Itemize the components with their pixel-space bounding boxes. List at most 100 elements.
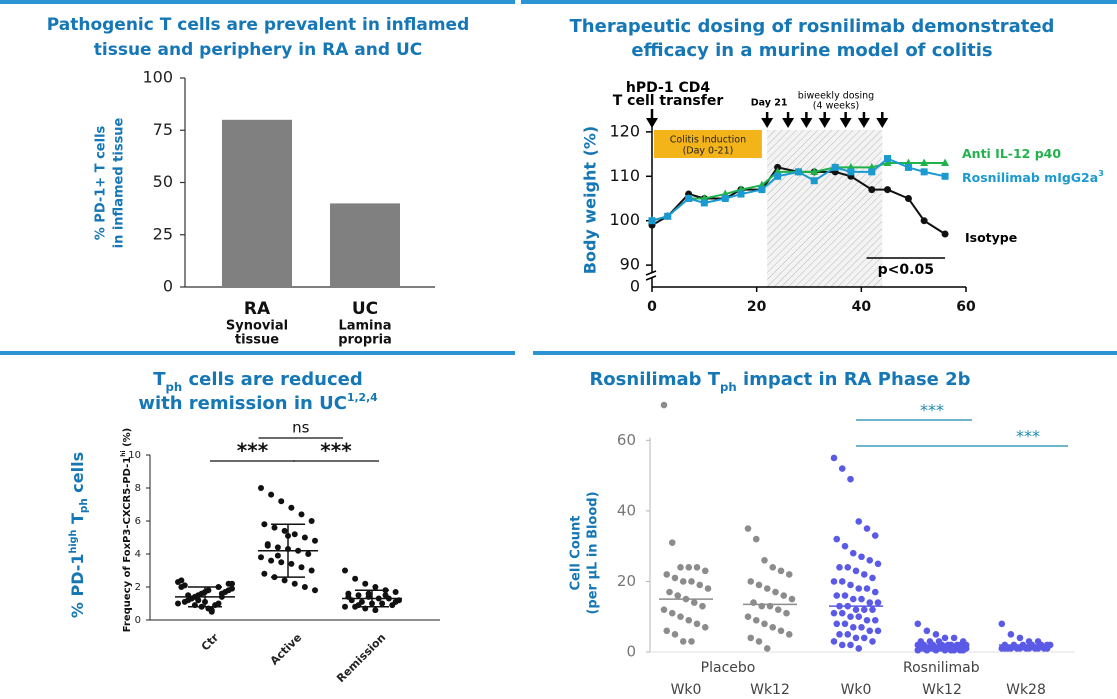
point xyxy=(923,646,931,654)
point xyxy=(836,631,843,638)
x-tick-label: Wk0 xyxy=(671,682,702,695)
point xyxy=(747,578,755,585)
point xyxy=(274,544,281,551)
point xyxy=(874,627,882,635)
x-tick-sublabel: Synovial xyxy=(226,319,288,334)
point xyxy=(849,549,857,557)
point xyxy=(920,217,928,225)
arrow xyxy=(782,112,795,128)
point xyxy=(668,609,676,617)
y-tick-label: 6 xyxy=(135,516,141,527)
point xyxy=(308,567,315,574)
point xyxy=(281,577,288,584)
point xyxy=(677,564,684,571)
text-segment: impact in RA Phase 2b xyxy=(737,369,971,390)
point xyxy=(874,599,882,606)
text-segment: cells are reduced xyxy=(182,369,363,390)
point xyxy=(699,602,706,610)
x-tick-label: Wk0 xyxy=(841,682,872,695)
dosing-label: (4 weeks) xyxy=(813,101,859,112)
point xyxy=(660,401,668,409)
point xyxy=(181,598,188,605)
point xyxy=(264,542,271,549)
y-tick-label: 2 xyxy=(135,582,141,593)
arrow-head xyxy=(818,118,831,128)
point xyxy=(941,158,950,166)
dosing-period xyxy=(767,130,883,287)
point xyxy=(847,613,854,621)
point xyxy=(342,603,348,610)
point xyxy=(868,168,876,176)
point xyxy=(904,163,912,171)
y-tick-label: 0 xyxy=(135,615,141,626)
point xyxy=(688,638,695,645)
point xyxy=(671,631,679,638)
group-label: Rosnilimab xyxy=(903,660,980,676)
y-tick-label: 25 xyxy=(153,224,173,243)
point xyxy=(777,567,785,575)
y-tick-label: 0 xyxy=(630,277,640,296)
series-name: Isotype xyxy=(965,230,1017,245)
chart-title: Rosnilimab Tph impact in RA Phase 2b xyxy=(589,369,970,394)
point xyxy=(841,592,849,599)
point xyxy=(278,498,285,505)
point xyxy=(884,155,891,163)
point xyxy=(833,592,841,599)
x-tick-label: Remission xyxy=(334,631,388,685)
text-segment: high xyxy=(68,529,79,553)
point xyxy=(701,567,709,575)
point xyxy=(312,537,318,544)
point xyxy=(871,616,879,624)
text-segment: T xyxy=(153,369,166,390)
x-tick-label: Wk28 xyxy=(1006,682,1046,695)
panel-divider xyxy=(521,0,1117,4)
x-tick-label: 40 xyxy=(852,299,872,315)
point xyxy=(838,465,846,472)
point xyxy=(830,578,838,585)
point xyxy=(904,195,912,202)
x-tick-sublabel: Lamina xyxy=(338,319,391,334)
axis-break xyxy=(645,270,657,276)
series-label: Isotype xyxy=(965,230,1017,245)
group-label: Placebo xyxy=(701,660,756,676)
point xyxy=(830,454,838,462)
point xyxy=(258,485,264,491)
arrow-head xyxy=(857,118,870,128)
point xyxy=(261,570,268,577)
point xyxy=(920,168,928,176)
point xyxy=(833,535,841,543)
x-tick-label: Active xyxy=(268,631,305,668)
point xyxy=(755,638,763,645)
x-tick-label: 0 xyxy=(647,299,657,315)
series-name: Anti IL-12 p40 xyxy=(962,146,1061,161)
point xyxy=(281,527,288,534)
point xyxy=(914,620,922,628)
y-axis-label: (per µL in Blood) xyxy=(586,491,601,614)
x-tick-label: UC xyxy=(352,299,378,319)
point xyxy=(761,620,768,628)
point xyxy=(704,585,712,592)
arrow-head xyxy=(876,118,889,128)
point xyxy=(268,491,275,498)
transfer-label: T cell transfer xyxy=(613,93,724,109)
series-name-sup: 3 xyxy=(1098,169,1104,178)
significance-label: ns xyxy=(292,419,310,437)
point xyxy=(941,646,949,654)
y-tick-label: 20 xyxy=(617,572,636,590)
chart-title: with remission in UC1,2,4 xyxy=(138,391,378,415)
point xyxy=(208,608,215,615)
point xyxy=(869,638,876,645)
point xyxy=(685,616,693,624)
arrow xyxy=(818,112,831,128)
point xyxy=(278,559,285,566)
point xyxy=(1034,645,1042,652)
point xyxy=(195,597,202,604)
point xyxy=(685,564,693,571)
point xyxy=(721,195,729,202)
point xyxy=(752,535,760,543)
point xyxy=(752,616,760,624)
point xyxy=(291,580,298,587)
y-axis-label: % PD-1high Tph cells xyxy=(68,452,91,618)
sd-bar xyxy=(355,589,389,608)
point xyxy=(379,600,386,607)
